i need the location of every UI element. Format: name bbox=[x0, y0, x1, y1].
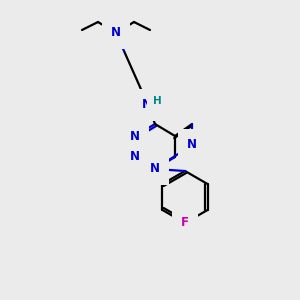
Text: N: N bbox=[187, 139, 197, 152]
Text: N: N bbox=[142, 98, 152, 112]
Text: H: H bbox=[153, 96, 161, 106]
Text: N: N bbox=[130, 151, 140, 164]
Text: N: N bbox=[130, 130, 140, 142]
Text: N: N bbox=[111, 26, 121, 40]
Text: N: N bbox=[150, 163, 160, 176]
Text: F: F bbox=[181, 217, 189, 230]
